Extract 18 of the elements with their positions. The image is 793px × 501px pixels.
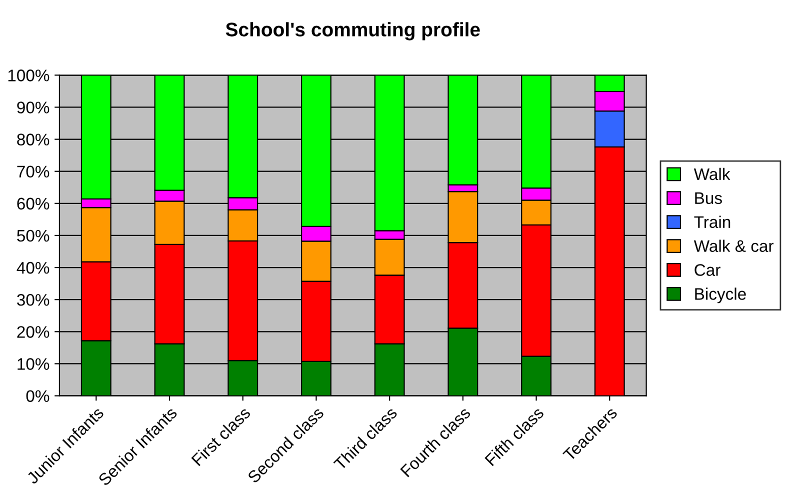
y-tick-label: 50% bbox=[17, 230, 50, 242]
y-tick-label: 40% bbox=[16, 262, 50, 274]
legend-label: Bus bbox=[695, 192, 722, 204]
chart-title: School's commuting profile bbox=[226, 22, 480, 40]
legend-label: Walk bbox=[694, 168, 730, 180]
legend-label: Train bbox=[694, 216, 730, 228]
y-tick-label: 100% bbox=[8, 70, 50, 82]
y-tick-label: 90% bbox=[17, 102, 50, 114]
y-tick-label: 10% bbox=[18, 358, 50, 370]
y-tick-label: 80% bbox=[17, 134, 50, 146]
y-tick-label: 30% bbox=[17, 294, 50, 306]
legend-label: Car bbox=[694, 264, 720, 276]
y-tick-label: 70% bbox=[17, 166, 50, 178]
y-tick-label: 60% bbox=[17, 198, 50, 210]
legend-label: Walk & car bbox=[694, 240, 774, 252]
y-tick-label: 20% bbox=[17, 326, 50, 338]
y-tick-label: 0% bbox=[26, 390, 50, 402]
legend-label: Bicycle bbox=[695, 288, 746, 304]
